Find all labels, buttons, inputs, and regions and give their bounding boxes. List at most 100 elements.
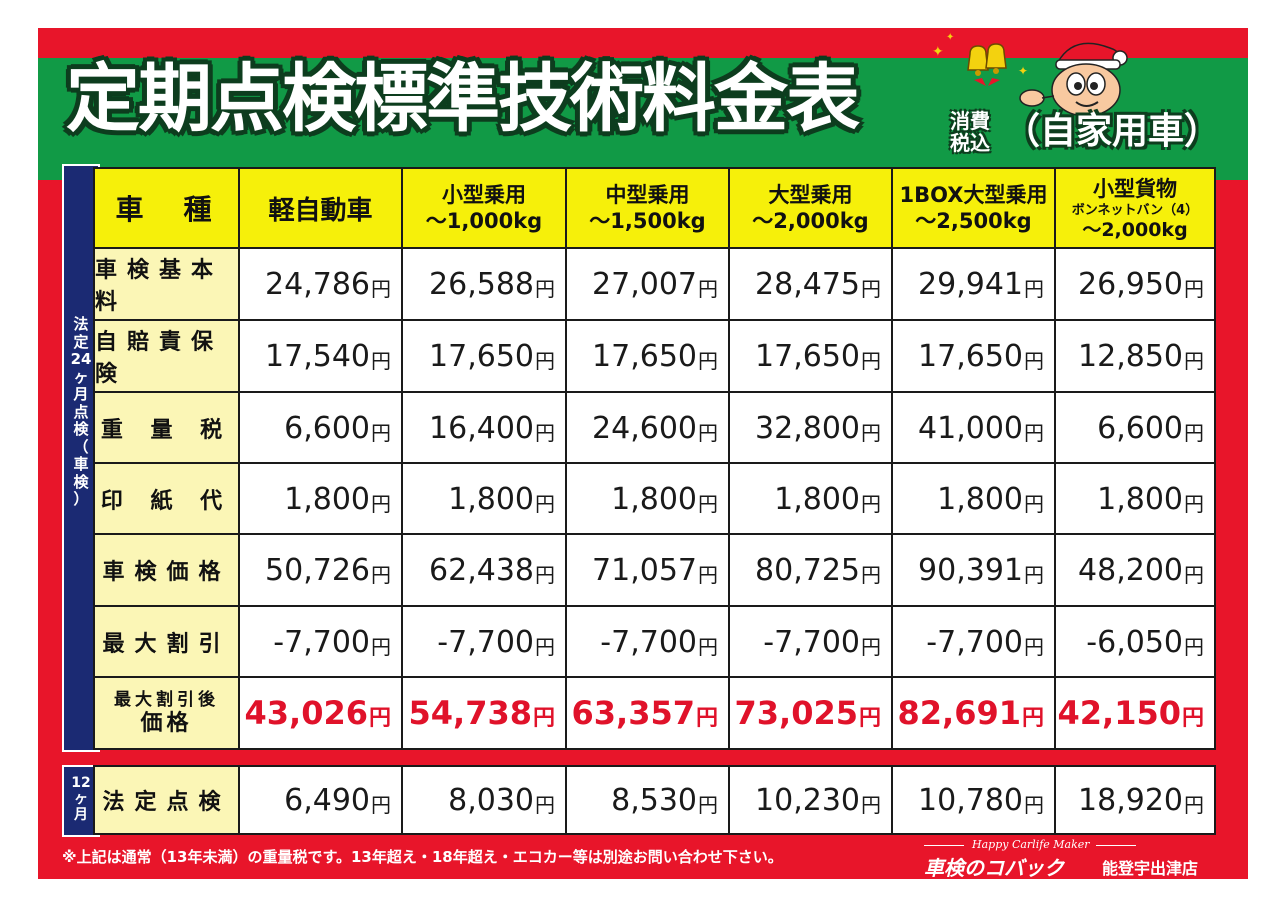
- price-cell: 18,920 円: [1054, 765, 1216, 835]
- usage-label: （自家用車）: [1004, 111, 1221, 152]
- yen-unit: 円: [1181, 706, 1204, 731]
- side-label-24-text: 法定 24 ヶ月点検（車検）: [70, 315, 92, 508]
- yen-unit: 円: [698, 420, 718, 445]
- header-column-name: 小型乗用: [442, 183, 526, 207]
- price-value: 6,600: [284, 410, 370, 446]
- side-label-12-text: 12 ヶ月: [71, 775, 91, 823]
- price-cell: 8,530 円: [565, 765, 730, 835]
- price-cell: 17,650 円: [728, 319, 893, 393]
- title-band: [38, 58, 1248, 180]
- header-column: 1BOX大型乗用 〜2,500kg: [891, 167, 1056, 249]
- divider: [924, 845, 964, 846]
- price-value: 27,007: [592, 266, 697, 302]
- header-column: 軽自動車: [238, 167, 403, 249]
- price-cell: -7,700 円: [401, 605, 567, 679]
- price-value: 16,400: [429, 410, 534, 446]
- row-label: 最大割引後 価格: [93, 676, 240, 750]
- star-icon: ✦: [1018, 64, 1029, 78]
- price-cell: 1,800 円: [1054, 462, 1216, 536]
- price-value: 6,600: [1097, 410, 1183, 446]
- row-label: 車検価格: [93, 533, 240, 607]
- row-label-inspection-12: 法定点検: [93, 765, 240, 835]
- yen-unit: 円: [535, 276, 555, 301]
- price-cell: 1,800 円: [891, 462, 1056, 536]
- brand-tagline: Happy Carlife Maker: [972, 838, 1090, 851]
- yen-unit: 円: [371, 276, 391, 301]
- row-label: 重 量 税: [93, 391, 240, 465]
- header-column-weight: 〜1,500kg: [589, 209, 706, 233]
- price-value: 1,800: [937, 481, 1023, 517]
- price-value: 1,800: [774, 481, 860, 517]
- price-cell: 10,780 円: [891, 765, 1056, 835]
- price-value: 43,026: [244, 694, 368, 732]
- price-value: 26,588: [429, 266, 534, 302]
- header-column: 小型乗用 〜1,000kg: [401, 167, 567, 249]
- price-cell: 6,490 円: [238, 765, 403, 835]
- price-cell: 12,850 円: [1054, 319, 1216, 393]
- yen-unit: 円: [698, 792, 718, 817]
- price-cell: 41,000 円: [891, 391, 1056, 465]
- price-value: 17,650: [755, 338, 860, 374]
- yen-unit: 円: [861, 420, 881, 445]
- price-cell: 17,650 円: [565, 319, 730, 393]
- header-column: 中型乗用 〜1,500kg: [565, 167, 730, 249]
- header-column-name: 中型乗用: [605, 183, 690, 207]
- yen-unit: 円: [532, 706, 555, 731]
- price-value: -7,700: [763, 624, 860, 660]
- price-cell: 1,800 円: [238, 462, 403, 536]
- price-cell: 8,030 円: [401, 765, 567, 835]
- price-poster: 定期点検標準技術料金表 ✦ ✦ ✦ 消費税込 （自家用車） 法定 24 ヶ月点検（車…: [38, 28, 1248, 880]
- price-value: 54,738: [408, 694, 532, 732]
- yen-unit: 円: [695, 706, 718, 731]
- price-cell: 71,057 円: [565, 533, 730, 607]
- row-label-text: 車検価格: [102, 560, 231, 585]
- price-cell: 6,600 円: [1054, 391, 1216, 465]
- price-value: 42,150: [1057, 694, 1181, 732]
- row-label-text: 価格: [140, 711, 193, 736]
- price-value: 1,800: [284, 481, 370, 517]
- discounted-price-cell: 42,150 円: [1054, 676, 1216, 750]
- price-value: 24,786: [265, 266, 370, 302]
- row-label-text: 重 量 税: [100, 418, 233, 443]
- row-label: 印 紙 代: [93, 462, 240, 536]
- price-cell: -7,700 円: [891, 605, 1056, 679]
- yen-unit: 円: [861, 348, 881, 373]
- star-icon: ✦: [932, 44, 944, 60]
- price-value: 10,780: [918, 782, 1023, 818]
- yen-unit: 円: [1024, 348, 1044, 373]
- yen-unit: 円: [1184, 348, 1204, 373]
- yen-unit: 円: [1024, 792, 1044, 817]
- price-cell: 27,007 円: [565, 247, 730, 321]
- price-cell: 62,438 円: [401, 533, 567, 607]
- yen-unit: 円: [698, 634, 718, 659]
- price-value: -7,700: [926, 624, 1023, 660]
- price-cell: -7,700 円: [565, 605, 730, 679]
- price-cell: 90,391 円: [891, 533, 1056, 607]
- yen-unit: 円: [1184, 634, 1204, 659]
- row-label-text: 最大割引後: [114, 690, 219, 710]
- yen-unit: 円: [861, 792, 881, 817]
- yen-unit: 円: [698, 276, 718, 301]
- yen-unit: 円: [1024, 420, 1044, 445]
- price-value: 8,530: [611, 782, 697, 818]
- price-value: 29,941: [918, 266, 1023, 302]
- yen-unit: 円: [861, 491, 881, 516]
- price-value: -6,050: [1086, 624, 1183, 660]
- discounted-price-cell: 82,691 円: [891, 676, 1056, 750]
- divider: [1096, 845, 1136, 846]
- yen-unit: 円: [535, 634, 555, 659]
- mascot-icon: [1019, 42, 1128, 117]
- price-value: -7,700: [273, 624, 370, 660]
- yen-unit: 円: [371, 792, 391, 817]
- yen-unit: 円: [368, 706, 391, 731]
- header-column-weight: 〜1,000kg: [425, 209, 543, 233]
- price-value: 24,600: [592, 410, 697, 446]
- tax-included-label: 消費税込: [950, 109, 990, 155]
- price-value: 41,000: [918, 410, 1023, 446]
- yen-unit: 円: [371, 420, 391, 445]
- discounted-price-cell: 63,357 円: [565, 676, 730, 750]
- price-value: 10,230: [755, 782, 860, 818]
- yen-unit: 円: [1184, 420, 1204, 445]
- price-value: 17,650: [592, 338, 697, 374]
- price-cell: -7,700 円: [238, 605, 403, 679]
